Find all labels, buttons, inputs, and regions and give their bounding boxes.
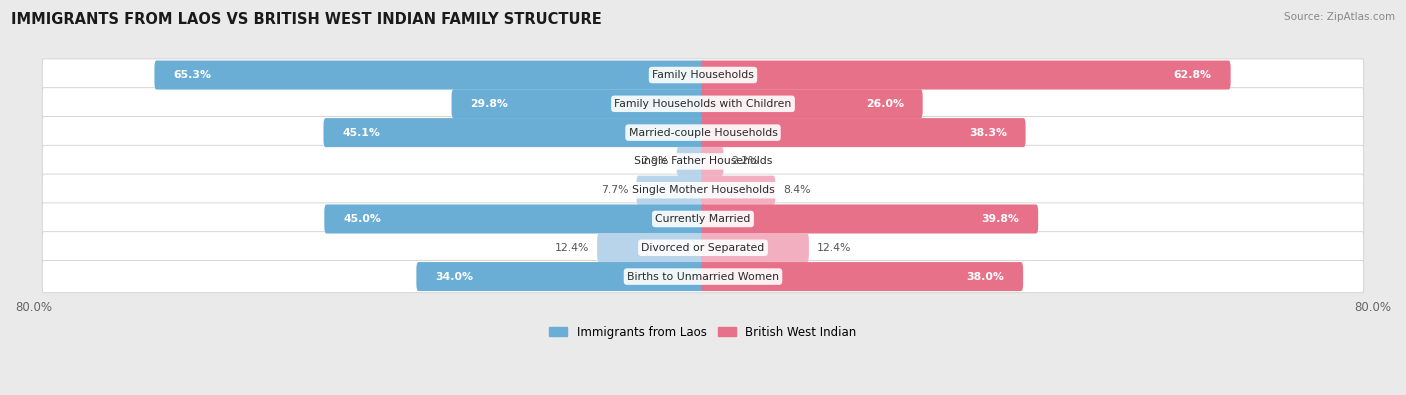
Text: 26.0%: 26.0%: [866, 99, 904, 109]
Text: IMMIGRANTS FROM LAOS VS BRITISH WEST INDIAN FAMILY STRUCTURE: IMMIGRANTS FROM LAOS VS BRITISH WEST IND…: [11, 12, 602, 27]
FancyBboxPatch shape: [702, 262, 1024, 291]
Text: Single Father Households: Single Father Households: [634, 156, 772, 166]
Text: Family Households: Family Households: [652, 70, 754, 80]
Text: Births to Unmarried Women: Births to Unmarried Women: [627, 272, 779, 282]
FancyBboxPatch shape: [702, 118, 1025, 147]
Text: 12.4%: 12.4%: [555, 243, 589, 253]
Text: 2.9%: 2.9%: [641, 156, 669, 166]
FancyBboxPatch shape: [416, 262, 704, 291]
FancyBboxPatch shape: [155, 60, 704, 90]
FancyBboxPatch shape: [676, 147, 704, 176]
Text: 38.0%: 38.0%: [966, 272, 1004, 282]
Text: Source: ZipAtlas.com: Source: ZipAtlas.com: [1284, 12, 1395, 22]
Text: Family Households with Children: Family Households with Children: [614, 99, 792, 109]
Text: 2.2%: 2.2%: [731, 156, 759, 166]
Text: 45.0%: 45.0%: [343, 214, 381, 224]
Legend: Immigrants from Laos, British West Indian: Immigrants from Laos, British West India…: [544, 321, 862, 343]
FancyBboxPatch shape: [42, 145, 1364, 177]
Text: 29.8%: 29.8%: [471, 99, 508, 109]
FancyBboxPatch shape: [42, 203, 1364, 235]
FancyBboxPatch shape: [702, 60, 1230, 90]
Text: 34.0%: 34.0%: [436, 272, 474, 282]
FancyBboxPatch shape: [702, 147, 724, 176]
FancyBboxPatch shape: [702, 205, 1038, 233]
Text: 8.4%: 8.4%: [783, 185, 811, 195]
Text: 45.1%: 45.1%: [342, 128, 380, 137]
Text: Divorced or Separated: Divorced or Separated: [641, 243, 765, 253]
Text: 65.3%: 65.3%: [173, 70, 211, 80]
FancyBboxPatch shape: [702, 89, 922, 118]
FancyBboxPatch shape: [325, 205, 704, 233]
Text: 7.7%: 7.7%: [600, 185, 628, 195]
Text: 62.8%: 62.8%: [1174, 70, 1212, 80]
FancyBboxPatch shape: [42, 117, 1364, 149]
FancyBboxPatch shape: [42, 260, 1364, 293]
Text: 12.4%: 12.4%: [817, 243, 851, 253]
FancyBboxPatch shape: [702, 233, 808, 262]
FancyBboxPatch shape: [702, 176, 775, 205]
FancyBboxPatch shape: [637, 176, 704, 205]
Text: Currently Married: Currently Married: [655, 214, 751, 224]
Text: Married-couple Households: Married-couple Households: [628, 128, 778, 137]
FancyBboxPatch shape: [42, 174, 1364, 206]
FancyBboxPatch shape: [323, 118, 704, 147]
FancyBboxPatch shape: [451, 89, 704, 118]
Text: 39.8%: 39.8%: [981, 214, 1019, 224]
FancyBboxPatch shape: [598, 233, 704, 262]
Text: Single Mother Households: Single Mother Households: [631, 185, 775, 195]
FancyBboxPatch shape: [42, 88, 1364, 120]
Text: 38.3%: 38.3%: [969, 128, 1007, 137]
FancyBboxPatch shape: [42, 231, 1364, 264]
FancyBboxPatch shape: [42, 59, 1364, 91]
